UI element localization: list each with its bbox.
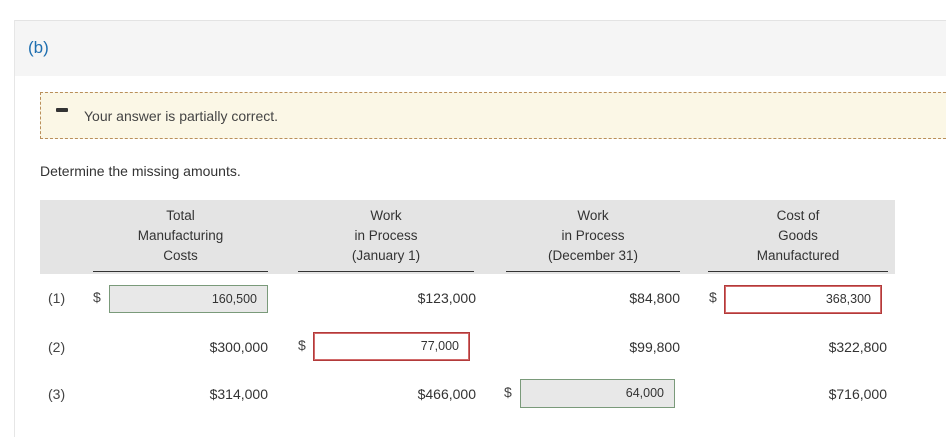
column-header-wip-december: Work in Process (December 31) — [506, 206, 680, 272]
feedback-banner: Your answer is partially correct. — [40, 92, 946, 139]
partial-minus-icon — [56, 108, 68, 112]
top-divider — [14, 0, 946, 21]
column-header-cost-of-goods-manufactured: Cost of Goods Manufactured — [708, 206, 888, 272]
currency-symbol: $ — [298, 337, 306, 353]
wip-january-input[interactable]: 77,000 — [313, 332, 470, 361]
wip-december-value: $99,800 — [629, 339, 680, 355]
part-header — [15, 21, 946, 76]
left-divider — [14, 20, 15, 437]
currency-symbol: $ — [709, 289, 717, 305]
wip-december-input[interactable]: 64,000 — [520, 379, 675, 408]
column-header-total-manufacturing-costs: Total Manufacturing Costs — [93, 206, 268, 272]
wip-january-value: $123,000 — [417, 290, 476, 306]
column-header-wip-january: Work in Process (January 1) — [298, 206, 474, 272]
total-manufacturing-costs-input[interactable]: 160,500 — [109, 285, 268, 313]
wip-december-value: $84,800 — [629, 290, 680, 306]
currency-symbol: $ — [504, 384, 512, 400]
row-number: (1) — [48, 290, 66, 306]
question-prompt: Determine the missing amounts. — [40, 163, 241, 179]
row-number: (3) — [48, 386, 66, 402]
wip-january-value: $466,000 — [417, 386, 476, 402]
cost-of-goods-manufactured-value: $716,000 — [828, 386, 887, 402]
total-manufacturing-costs-value: $300,000 — [209, 339, 268, 355]
row-number: (2) — [48, 339, 66, 355]
table-header — [40, 200, 895, 274]
currency-symbol: $ — [93, 289, 101, 305]
cost-of-goods-manufactured-input[interactable]: 368,300 — [724, 285, 882, 314]
feedback-message: Your answer is partially correct. — [84, 108, 279, 124]
part-label: (b) — [28, 38, 49, 57]
total-manufacturing-costs-value: $314,000 — [209, 386, 268, 402]
cost-of-goods-manufactured-value: $322,800 — [828, 339, 887, 355]
